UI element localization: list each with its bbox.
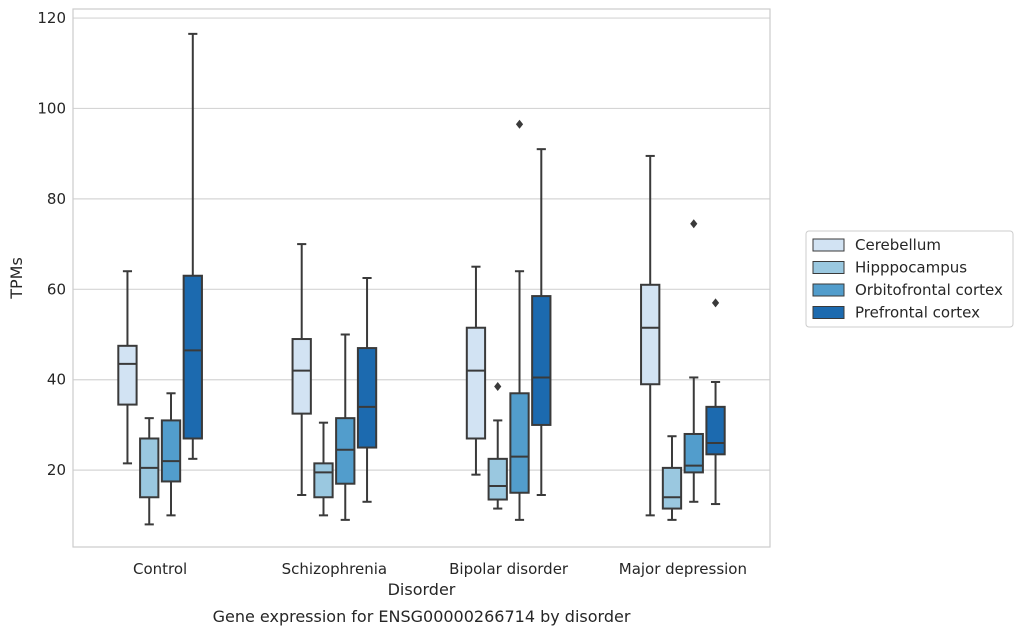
box-cerebellum: [291, 243, 312, 497]
legend-label: Orbitofrontal cortex: [855, 281, 1003, 299]
iqr-box: [661, 466, 683, 510]
x-tick-label: Control: [133, 560, 187, 578]
box-hipppocampus: [139, 417, 160, 526]
box-layer: [117, 32, 726, 526]
iqr-box: [291, 338, 312, 415]
x-tick-label: Bipolar disorder: [449, 560, 569, 578]
legend: Cerebellum Hipppocampus Orbitofrontal cort…: [805, 230, 1014, 328]
box-orbitofrontal-cortex: [683, 219, 704, 503]
iqr-box: [335, 417, 356, 485]
outlier-point: [515, 119, 524, 129]
plot-area-frame: [72, 8, 771, 548]
legend-swatch: [812, 261, 845, 274]
iqr-box: [465, 326, 487, 440]
outlier-point: [711, 298, 720, 308]
y-tick-label: 120: [37, 9, 66, 27]
legend-label: Hipppocampus: [855, 259, 967, 277]
outlier-point: [690, 219, 698, 229]
y-tick-label: 40: [47, 371, 66, 389]
iqr-box: [531, 295, 552, 426]
x-tick-label: Major depression: [619, 560, 747, 578]
legend-swatch: [812, 283, 845, 297]
y-axis-label: TPMs: [7, 257, 26, 300]
outlier-point: [494, 382, 502, 392]
y-tick-label: 100: [37, 99, 66, 117]
box-prefrontal-cortex: [356, 277, 378, 503]
iqr-box: [705, 405, 726, 456]
y-tick-label: 20: [47, 461, 66, 479]
y-tick-labels: 20 40 60 80 100 120: [37, 9, 66, 479]
y-tick-label: 60: [47, 280, 66, 298]
box-prefrontal-cortex: [705, 298, 726, 506]
box-hipppocampus: [487, 382, 508, 510]
x-tick-label: Schizophrenia: [282, 560, 387, 578]
iqr-box: [487, 457, 508, 501]
legend-swatch: [812, 306, 845, 319]
chart-caption: Gene expression for ENSG00000266714 by d…: [213, 607, 631, 626]
y-tick-label: 80: [47, 190, 66, 208]
legend-label: Cerebellum: [855, 236, 941, 254]
iqr-box: [117, 344, 138, 406]
legend-swatch: [812, 238, 845, 252]
legend-label: Prefrontal cortex: [855, 304, 980, 322]
iqr-box: [356, 347, 378, 449]
box-cerebellum: [465, 265, 487, 476]
legend-frame: [805, 230, 1014, 328]
box-prefrontal-cortex: [182, 32, 203, 460]
iqr-box: [160, 419, 182, 483]
box-hipppocampus: [313, 421, 334, 517]
iqr-box: [640, 283, 661, 386]
box-prefrontal-cortex: [531, 148, 552, 497]
box-orbitofrontal-cortex: [160, 392, 182, 517]
x-axis-label: Disorder: [388, 580, 456, 599]
box-hipppocampus: [661, 435, 683, 521]
iqr-box: [182, 274, 203, 440]
box-orbitofrontal-cortex: [335, 333, 356, 521]
x-tick-labels: Control Schizophrenia Bipolar disorder Majo…: [133, 560, 747, 578]
iqr-box: [683, 432, 704, 474]
iqr-box: [313, 462, 334, 499]
box-orbitofrontal-cortex: [509, 119, 530, 521]
box-cerebellum: [640, 154, 661, 517]
gridlines: [73, 17, 770, 471]
box-cerebellum: [117, 270, 138, 465]
iqr-box: [509, 392, 530, 494]
